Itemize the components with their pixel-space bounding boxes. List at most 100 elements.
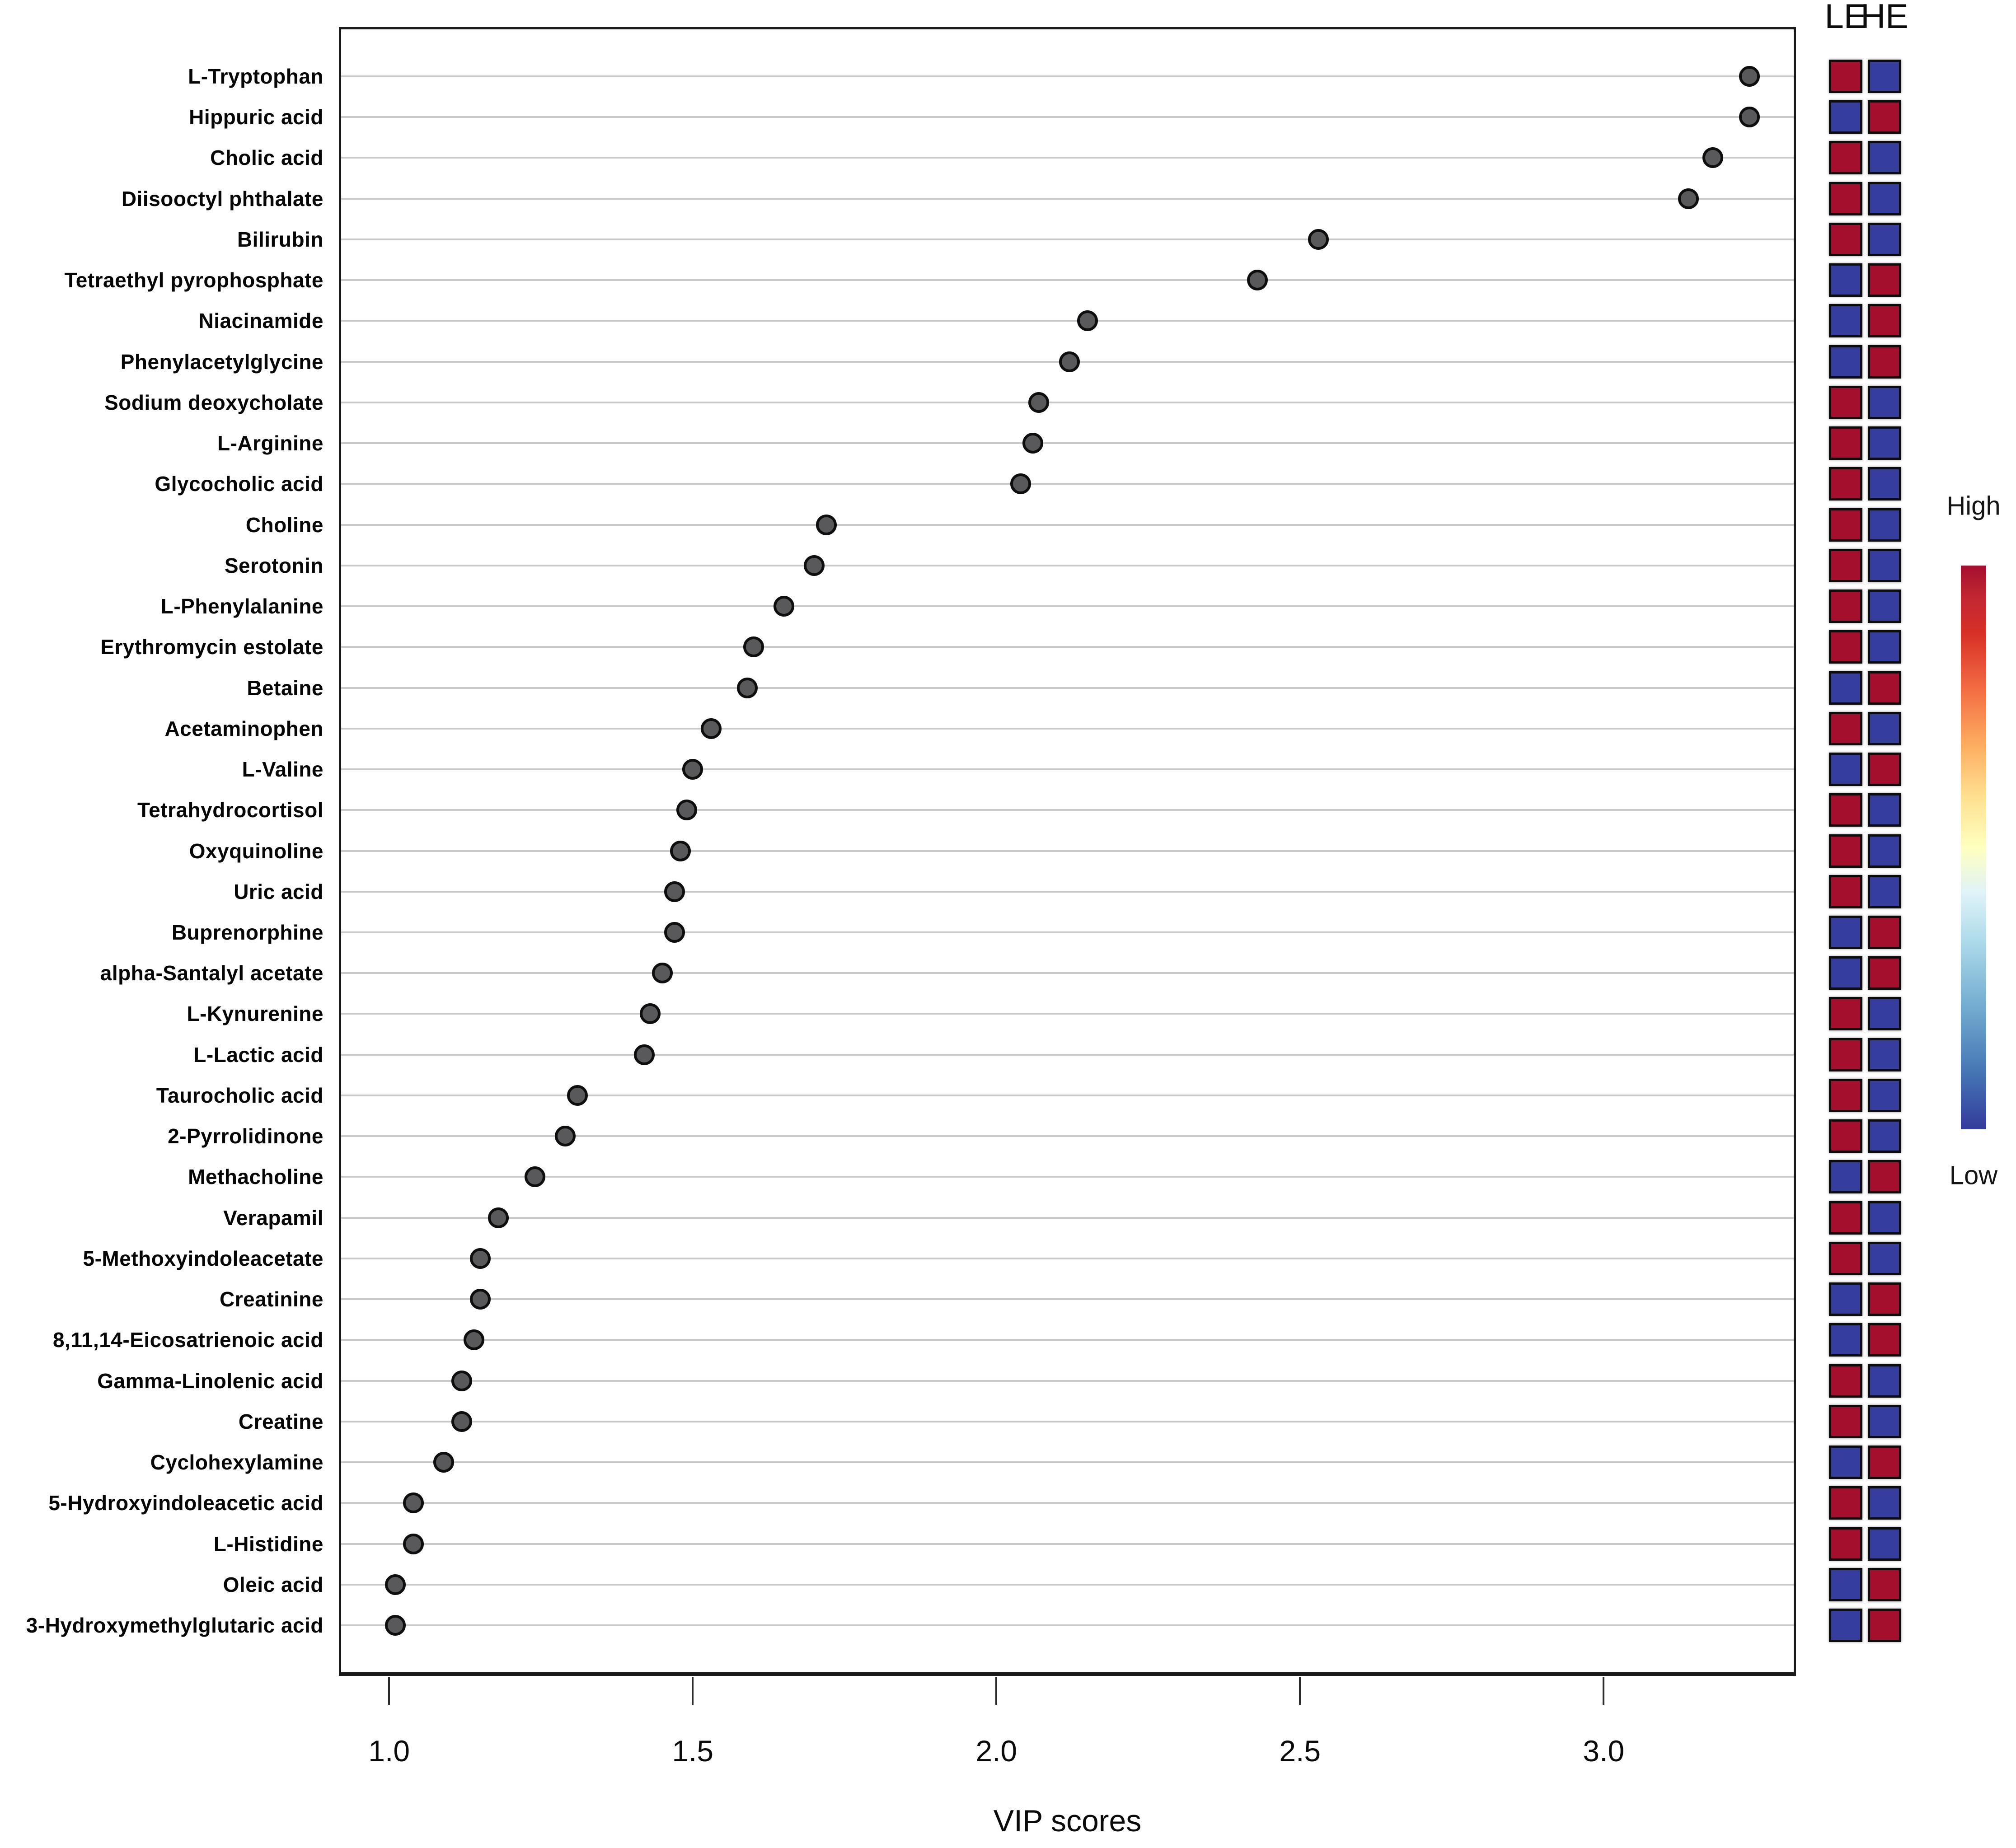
row-gridline <box>341 483 1794 485</box>
metabolite-label: L-Tryptophan <box>188 65 323 88</box>
heatmap-cell-le <box>1829 1364 1862 1398</box>
metabolite-label: Tetraethyl pyrophosphate <box>64 268 323 292</box>
plot-area <box>339 27 1796 1676</box>
heatmap-cell-le <box>1829 711 1862 745</box>
row-gridline <box>341 768 1794 771</box>
row-gridline <box>341 564 1794 566</box>
vip-score-dot <box>1739 66 1760 87</box>
heatmap-cell-le <box>1829 60 1862 93</box>
row-gridline <box>341 1461 1794 1464</box>
heatmap-cell-he <box>1868 1201 1901 1235</box>
vip-score-dot <box>433 1452 455 1473</box>
metabolite-label: Verapamil <box>223 1206 323 1230</box>
heatmap-cell-he <box>1868 304 1901 338</box>
metabolite-label: L-Lactic acid <box>193 1043 323 1067</box>
vip-score-dot <box>816 514 837 535</box>
vip-score-dot <box>1010 473 1031 495</box>
metabolite-label: Gamma-Linolenic acid <box>97 1369 323 1393</box>
heatmap-cell-le <box>1829 1038 1862 1071</box>
metabolite-label: Methacholine <box>188 1165 323 1189</box>
heatmap-cell-le <box>1829 548 1862 582</box>
row-gridline <box>341 1339 1794 1341</box>
heatmap-cell-le <box>1829 100 1862 134</box>
heatmap-cell-he <box>1868 793 1901 827</box>
heatmap-cell-he <box>1868 875 1901 908</box>
vip-score-dot <box>670 840 691 861</box>
row-gridline <box>341 931 1794 933</box>
row-gridline <box>341 1583 1794 1586</box>
vip-score-dot <box>403 1533 424 1554</box>
row-gridline <box>341 75 1794 77</box>
heatmap-cell-he <box>1868 1160 1901 1194</box>
heatmap-cell-le <box>1829 1446 1862 1479</box>
row-gridline <box>341 1216 1794 1219</box>
heatmap-cell-le <box>1829 1201 1862 1235</box>
row-gridline <box>341 605 1794 608</box>
metabolite-label: Creatinine <box>220 1287 323 1311</box>
plot-inner <box>341 29 1794 1672</box>
metabolite-label: Serotonin <box>224 553 323 577</box>
heatmap-cell-he <box>1868 222 1901 256</box>
heatmap-cell-he <box>1868 548 1901 582</box>
metabolite-label: Bilirubin <box>237 227 323 251</box>
row-gridline <box>341 320 1794 322</box>
metabolite-label: 3-Hydroxymethylglutaric acid <box>26 1614 323 1637</box>
heatmap-cell-le <box>1829 508 1862 542</box>
row-gridline <box>341 116 1794 118</box>
row-gridline <box>341 972 1794 974</box>
metabolite-label: Niacinamide <box>198 309 323 333</box>
metabolite-label: L-Phenylalanine <box>160 594 323 618</box>
heatmap-cell-he <box>1868 345 1901 379</box>
vip-score-dot <box>1308 229 1329 250</box>
heatmap-cell-he <box>1868 1078 1901 1112</box>
legend-colorbar <box>1961 566 1986 1129</box>
heatmap-cell-le <box>1829 875 1862 908</box>
vip-score-dot <box>451 1370 473 1391</box>
heatmap-cell-he <box>1868 834 1901 868</box>
heatmap-column-header-he: HE <box>1861 0 1908 36</box>
metabolite-label: Hippuric acid <box>189 105 323 129</box>
metabolite-label: Buprenorphine <box>171 920 323 944</box>
row-gridline <box>341 1543 1794 1545</box>
heatmap-cell-le <box>1829 182 1862 215</box>
heatmap-cell-le <box>1829 141 1862 175</box>
legend-low-label: Low <box>1949 1160 1998 1190</box>
row-gridline <box>341 442 1794 444</box>
vip-score-dot <box>1028 392 1050 413</box>
heatmap-cell-le <box>1829 345 1862 379</box>
row-gridline <box>341 1298 1794 1301</box>
heatmap-cell-le <box>1829 304 1862 338</box>
vip-score-dot <box>403 1492 424 1514</box>
row-gridline <box>341 1135 1794 1137</box>
heatmap-cell-le <box>1829 671 1862 705</box>
heatmap-cell-he <box>1868 589 1901 623</box>
heatmap-cell-he <box>1868 263 1901 297</box>
vip-score-dot <box>664 922 685 943</box>
vip-score-dot <box>737 677 758 698</box>
vip-score-dot <box>464 1329 485 1351</box>
heatmap-cell-he <box>1868 753 1901 786</box>
heatmap-cell-he <box>1868 1446 1901 1479</box>
y-axis-labels: L-Tryptophan Hippuric acid Cholic acid Diis… <box>0 27 326 1676</box>
row-gridline <box>341 279 1794 281</box>
heatmap-cell-he <box>1868 141 1901 175</box>
metabolite-label: Glycocholic acid <box>155 472 323 496</box>
metabolite-label: Betaine <box>247 676 323 700</box>
row-gridline <box>341 1013 1794 1015</box>
metabolite-label: 8,11,14-Eicosatrienoic acid <box>52 1328 323 1352</box>
metabolite-label: 2-Pyrrolidinone <box>168 1124 323 1148</box>
row-gridline <box>341 157 1794 159</box>
metabolite-label: Oleic acid <box>223 1572 323 1596</box>
metabolite-label: L-Kynurenine <box>187 1002 323 1026</box>
metabolite-label: Cyclohexylamine <box>150 1450 323 1474</box>
vip-score-dot <box>700 718 722 739</box>
vip-score-dot <box>664 881 685 902</box>
vip-score-dot <box>567 1085 588 1106</box>
metabolite-label: Uric acid <box>234 880 323 903</box>
heatmap-cell-he <box>1868 1486 1901 1520</box>
row-gridline <box>341 1094 1794 1096</box>
metabolite-label: Tetrahydrocortisol <box>137 798 323 822</box>
vip-score-dot <box>469 1248 491 1269</box>
metabolite-label: Creatine <box>238 1409 323 1433</box>
